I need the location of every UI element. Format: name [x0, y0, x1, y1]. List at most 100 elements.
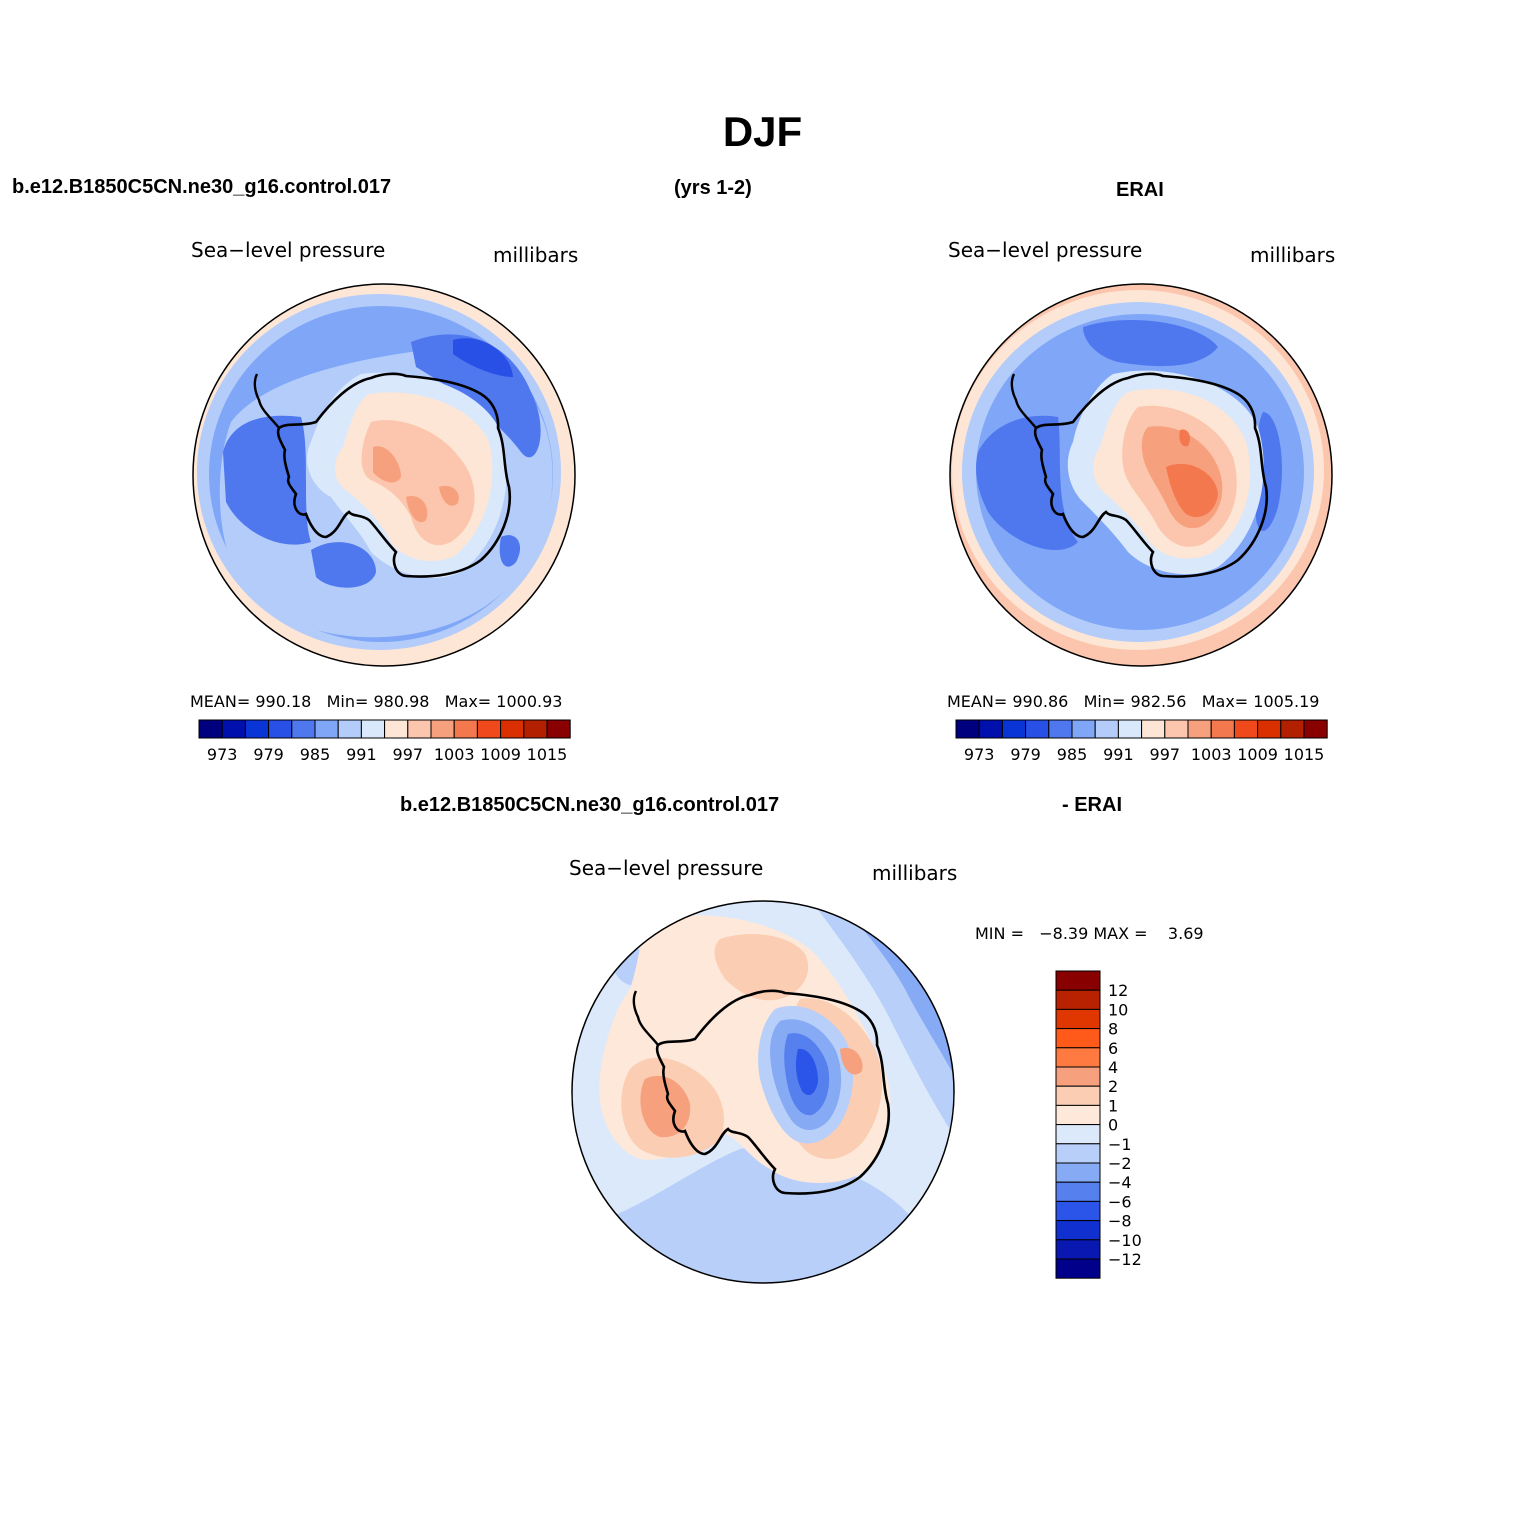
panel2-min: 982.56 [1130, 692, 1187, 711]
difference-slp-map [571, 900, 955, 1284]
diff-colorbar-swatch-7 [1055, 1104, 1101, 1126]
diff-colorbar-swatch-9 [1055, 1143, 1101, 1164]
diff-colorbar-label-4: 4 [1108, 1058, 1118, 1077]
panel1-colorbar-swatch-3 [268, 719, 293, 739]
diff-colorbar-label-13: −10 [1108, 1231, 1142, 1250]
diff-colorbar-label-6: 1 [1108, 1096, 1118, 1115]
diff-colorbar-swatch-5 [1055, 1066, 1101, 1087]
panel2-colorbar-swatch-14 [1280, 719, 1305, 739]
panel2-colorbar-tick-label-7: 1015 [1284, 745, 1325, 764]
diff-colorbar-label-2: 8 [1108, 1020, 1118, 1039]
diff-colorbar-swatch-12 [1055, 1200, 1101, 1222]
diff-colorbar-swatch-0 [1055, 970, 1101, 991]
diff-colorbar-label-0: 12 [1108, 981, 1128, 1000]
diff-colorbar-label-1: 10 [1108, 1000, 1128, 1019]
panel1-colorbar-swatch-2 [244, 719, 270, 739]
map-disc-outline [949, 283, 1333, 667]
panel1-colorbar-tick-label-5: 1003 [434, 745, 475, 764]
panel2-colorbar-swatch-9 [1164, 719, 1189, 739]
obs-name-header: ERAI [1116, 179, 1164, 201]
panel2-colorbar-tick-label-6: 1009 [1237, 745, 1278, 764]
years-header: (yrs 1-2) [674, 177, 752, 199]
panel2-colorbar-tick-label-2: 985 [1057, 745, 1088, 764]
panel1-max: 1000.93 [496, 692, 563, 711]
panel2-colorbar-swatch-7 [1117, 719, 1143, 739]
diff-units-label: millibars [872, 861, 958, 885]
page-title: DJF [722, 108, 803, 155]
panel2-colorbar-swatch-3 [1025, 719, 1050, 739]
diff-colorbar-swatch-14 [1055, 1239, 1101, 1260]
map-disc-outline [571, 900, 955, 1284]
erai-slp-map [949, 283, 1333, 667]
panel1-colorbar-swatch-9 [407, 719, 432, 739]
diff-colorbar-label-11: −6 [1108, 1192, 1132, 1211]
panel1-colorbar: 973 979 985 991 997 1003 1009 1015 [198, 719, 571, 764]
panel2-colorbar-swatch-0 [955, 719, 980, 739]
panel2-colorbar-swatch-13 [1257, 719, 1282, 739]
panel1-mean: 990.18 [255, 692, 312, 711]
panel1-colorbar-swatch-0 [198, 719, 223, 739]
diff-max-label: MAX = [1093, 924, 1148, 943]
panel2-colorbar-swatch-1 [978, 719, 1003, 739]
panel2-colorbar-tick-label-4: 997 [1150, 745, 1181, 764]
panel2-colorbar-swatch-2 [1001, 719, 1027, 739]
diff-colorbar-label-10: −4 [1108, 1173, 1132, 1192]
diff-colorbar-label-8: −1 [1108, 1135, 1132, 1154]
diff-max: 3.69 [1167, 924, 1204, 943]
diff-colorbar-swatch-2 [1055, 1008, 1101, 1030]
diff-colorbar-swatch-4 [1055, 1047, 1101, 1068]
panel1-colorbar-swatch-12 [476, 719, 502, 739]
panel2-mean: 990.86 [1012, 692, 1069, 711]
diff-colorbar-swatch-8 [1055, 1124, 1101, 1145]
panel1-colorbar-tick-label-2: 985 [300, 745, 331, 764]
diff-colorbar-label-5: 2 [1108, 1077, 1118, 1096]
panel1-max-label: Max= [444, 692, 492, 711]
diff-colorbar-label-3: 6 [1108, 1039, 1118, 1058]
panel2-colorbar-swatch-6 [1094, 719, 1119, 739]
panel2-colorbar-swatch-5 [1071, 719, 1096, 739]
panel2-colorbar-tick-label-1: 979 [1010, 745, 1041, 764]
panel1-colorbar-swatch-7 [360, 719, 386, 739]
panel1-min: 980.98 [373, 692, 430, 711]
panel1-colorbar-tick-label-0: 973 [207, 745, 238, 764]
panel2-min-label: Min= [1083, 692, 1126, 711]
model-slp-map [192, 283, 576, 667]
diff-minus-obs-header: - ERAI [1062, 794, 1122, 816]
panel1-colorbar-tick-label-6: 1009 [480, 745, 521, 764]
panel2-colorbar-tick-label-5: 1003 [1191, 745, 1232, 764]
panel1-colorbar-swatch-4 [291, 719, 316, 739]
panel2-colorbar-tick-label-0: 973 [964, 745, 995, 764]
diff-colorbar-swatch-10 [1055, 1162, 1101, 1183]
panel1-stats: MEAN= 990.18 Min= 980.98 Max= 1000.93 [190, 692, 562, 711]
panel1-colorbar-tick-label-4: 997 [393, 745, 424, 764]
panel2-units-label: millibars [1250, 243, 1336, 267]
diff-minmax: MIN = −8.39 MAX = 3.69 [975, 924, 1204, 943]
diff-colorbar-swatch-15 [1055, 1258, 1101, 1279]
panel2-colorbar-swatch-12 [1233, 719, 1259, 739]
diff-colorbar-label-7: 0 [1108, 1116, 1118, 1135]
panel1-colorbar-swatch-11 [453, 719, 478, 739]
panel2-colorbar-swatch-10 [1187, 719, 1212, 739]
panel2-max: 1005.19 [1253, 692, 1320, 711]
panel2-colorbar-swatch-4 [1048, 719, 1073, 739]
diff-field-label: Sea−level pressure [569, 856, 764, 880]
panel2-colorbar-swatch-8 [1141, 719, 1166, 739]
diff-colorbar-label-12: −8 [1108, 1212, 1132, 1231]
panel1-field-label: Sea−level pressure [191, 238, 386, 262]
panel1-colorbar-swatch-6 [337, 719, 362, 739]
case-name-header: b.e12.B1850C5CN.ne30_g16.control.017 [12, 176, 392, 198]
diff-colorbar-swatch-3 [1055, 1028, 1101, 1049]
map-disc-outline [192, 283, 576, 667]
diff-min-label: MIN = [975, 924, 1024, 943]
diff-colorbar-swatch-13 [1055, 1220, 1101, 1241]
diff-case-header: b.e12.B1850C5CN.ne30_g16.control.017 [400, 794, 780, 816]
panel1-colorbar-swatch-5 [314, 719, 339, 739]
panel2-max-label: Max= [1201, 692, 1249, 711]
panel1-colorbar-swatch-13 [500, 719, 525, 739]
panel1-colorbar-swatch-1 [221, 719, 246, 739]
panel2-colorbar-swatch-11 [1210, 719, 1235, 739]
panel1-colorbar-swatch-14 [523, 719, 548, 739]
panel2-field-label: Sea−level pressure [948, 238, 1143, 262]
diff-colorbar-label-14: −12 [1108, 1250, 1142, 1269]
